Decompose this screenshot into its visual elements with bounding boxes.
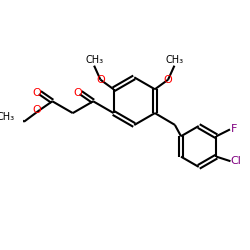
Text: F: F — [231, 124, 237, 134]
Text: CH₃: CH₃ — [165, 54, 184, 64]
Text: O: O — [33, 105, 42, 115]
Text: Cl: Cl — [230, 156, 241, 166]
Text: CH₃: CH₃ — [0, 112, 15, 122]
Text: O: O — [164, 75, 172, 85]
Text: O: O — [74, 88, 82, 98]
Text: O: O — [33, 88, 42, 98]
Text: O: O — [96, 75, 105, 85]
Text: CH₃: CH₃ — [85, 54, 103, 64]
